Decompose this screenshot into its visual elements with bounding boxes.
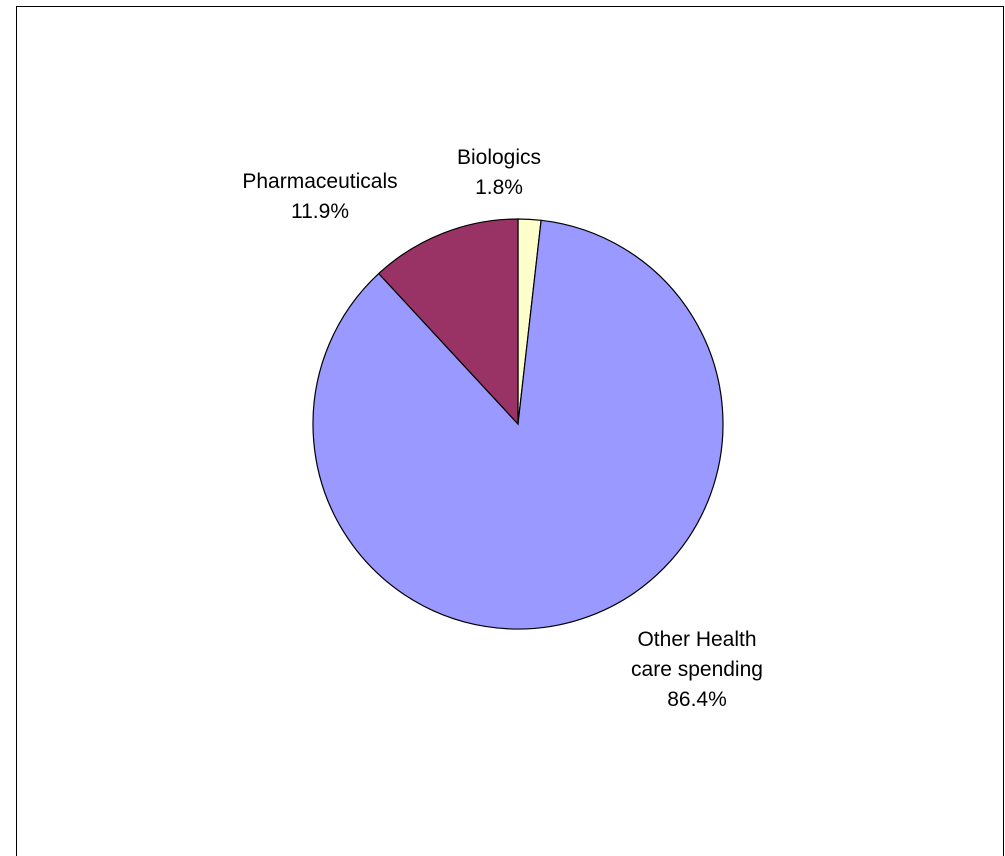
slice-value-label: 1.8% [475,176,523,199]
chart-frame [16,6,1004,856]
slice-category-label: Biologics [457,146,541,169]
pie-slice-pharmaceuticals [377,218,519,426]
pie-labels: Biologics 1.8% Other Health care spending 86… [242,146,763,711]
pie-slices [312,218,724,630]
slice-category-label: care spending [631,658,763,681]
slice-category-label: Pharmaceuticals [242,170,397,193]
slice-value-label: 86.4% [667,688,727,711]
slice-category-label: Other Health [637,628,756,651]
slice-value-label: 11.9% [291,200,349,223]
